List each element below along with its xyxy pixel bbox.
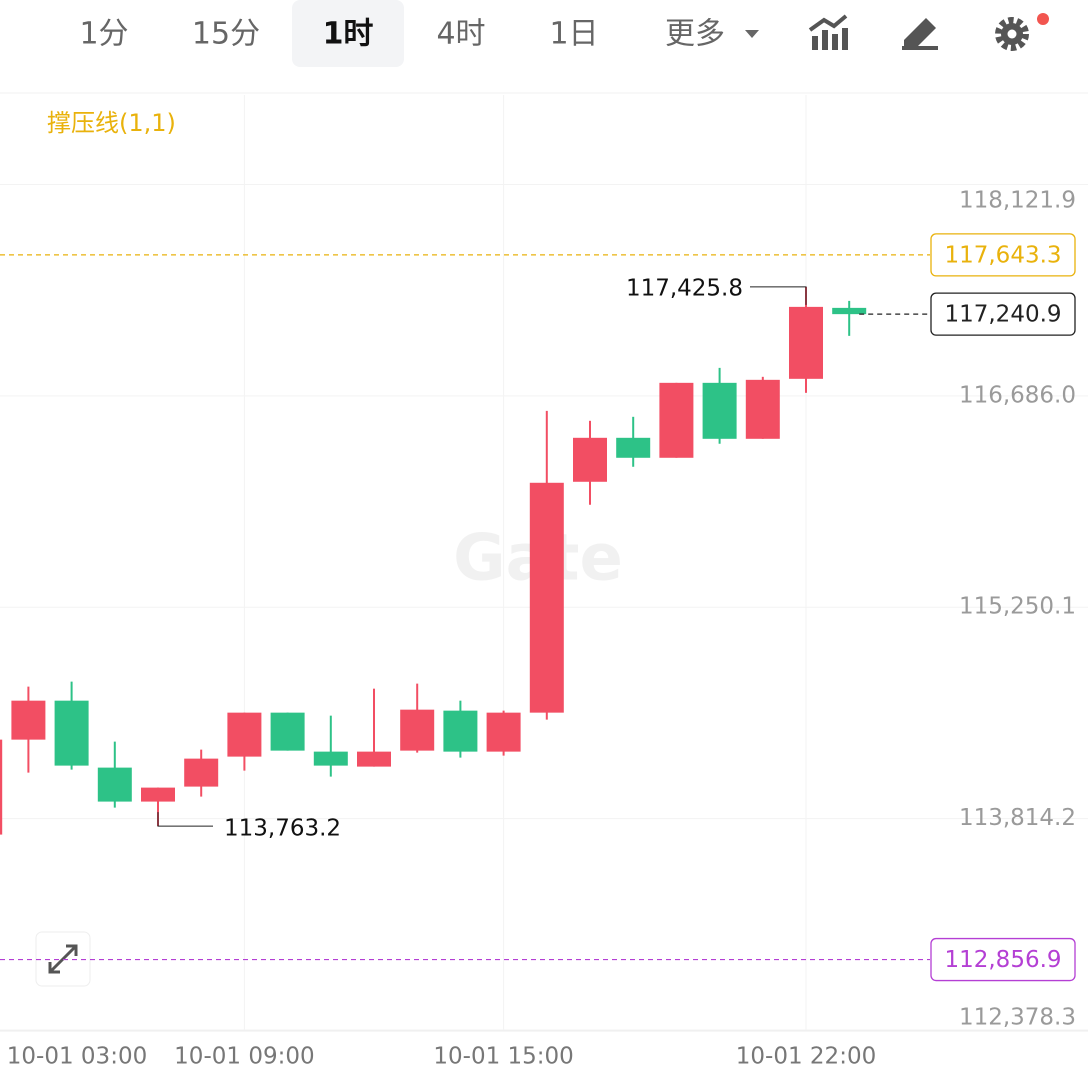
candle-body — [184, 758, 219, 787]
icon-gear-hole — [1007, 29, 1017, 39]
grid: 118,121.9 116,686.0 115,250.1 113,814.2 112,… — [0, 95, 1088, 1070]
timeframe-tab[interactable]: 15分 — [192, 17, 260, 52]
price-tag — [930, 937, 1076, 982]
draw-icon[interactable] — [902, 18, 938, 50]
timeframe-tab[interactable]: 更多 — [665, 17, 725, 52]
annotation-label: 117,425.8 — [626, 275, 743, 301]
icon-bar — [812, 36, 818, 50]
candle-body — [745, 379, 780, 439]
icon-bar — [842, 28, 848, 50]
y-tick-label: 113,814.2 — [959, 805, 1076, 831]
candle-body — [443, 710, 478, 752]
candle-body — [573, 437, 607, 482]
plot-area — [0, 286, 867, 835]
annotation-label: 113,763.2 — [224, 816, 341, 842]
icon-base — [902, 46, 938, 50]
price-tag-label: 117,643.3 — [944, 242, 1061, 268]
candle-body — [616, 437, 651, 458]
candle-body — [659, 382, 694, 458]
annotation-leader — [750, 286, 807, 305]
x-tick-label: 10-01 22:00 — [736, 1044, 876, 1070]
timeframe-tab[interactable]: 1分 — [79, 17, 128, 52]
y-tick-label: 118,121.9 — [959, 188, 1076, 214]
toolbar: 1分 15分 1时 4时 1日 更多 — [79, 0, 725, 67]
annotation-leader — [157, 812, 213, 827]
y-tick-label: 116,686.0 — [959, 382, 1076, 408]
chart-type-icon[interactable] — [808, 14, 848, 50]
icon-gear-teeth — [995, 17, 1029, 51]
candle-body — [97, 767, 132, 802]
icon-bar — [832, 34, 838, 50]
price-tag-label: 112,856.9 — [944, 947, 1061, 973]
candle-body — [11, 700, 46, 740]
more-caret[interactable] — [745, 30, 759, 38]
candle-body — [227, 712, 262, 757]
notification-dot — [1037, 13, 1049, 25]
timeframe-tab[interactable]: 4时 — [436, 17, 485, 52]
candle-body — [270, 712, 305, 751]
candle-body — [141, 787, 175, 802]
icon-bar — [822, 30, 828, 50]
icon-pencil — [904, 18, 936, 50]
x-tick-label: 10-01 09:00 — [174, 1044, 314, 1070]
settings-icon[interactable] — [995, 13, 1049, 51]
candle-body — [0, 739, 3, 835]
price-tag-label: 117,240.9 — [944, 302, 1061, 328]
x-tick-label: 10-01 15:00 — [433, 1044, 573, 1070]
candle-body — [400, 709, 435, 751]
candle-body — [313, 751, 348, 766]
candle-body — [486, 712, 521, 752]
candle-body — [832, 307, 867, 315]
active-tab-bg — [292, 0, 404, 67]
candle-body — [529, 482, 564, 713]
candle-body — [54, 700, 89, 766]
candle-body — [357, 751, 391, 767]
y-tick-label: 112,378.3 — [959, 1005, 1076, 1031]
timeframe-tab[interactable]: 1日 — [549, 17, 598, 52]
candle-body — [789, 306, 823, 379]
price-tag — [930, 292, 1076, 336]
icon-line — [808, 14, 848, 32]
candle-body — [702, 382, 737, 439]
timeframe-tab[interactable]: 1时 — [323, 17, 374, 52]
y-tick-label: 115,250.1 — [959, 594, 1076, 620]
x-tick-label: 10-01 03:00 — [7, 1044, 147, 1070]
indicator-label: 撑压线(1,1) — [47, 109, 176, 137]
overlays: 117,643.3 112,856.9 117,240.9 117,425.8 113,… — [0, 233, 1076, 982]
price-tag — [930, 233, 1076, 277]
